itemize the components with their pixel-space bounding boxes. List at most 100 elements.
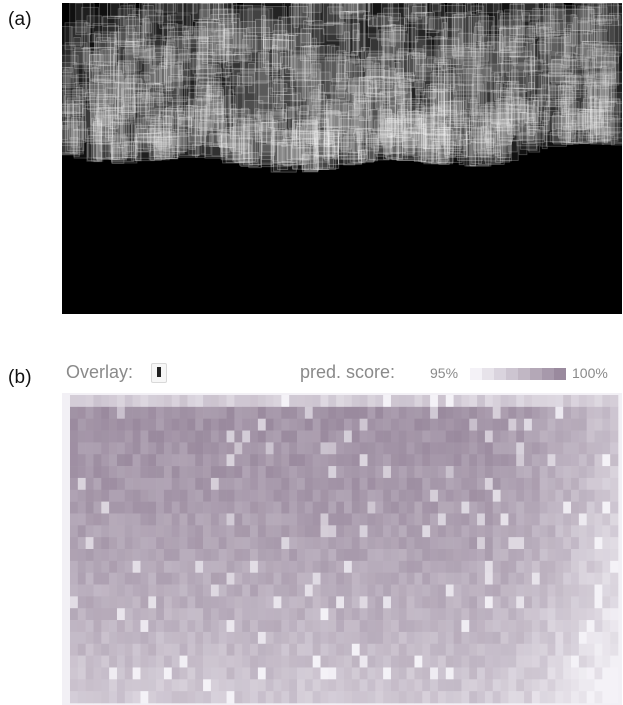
detection-box: [402, 131, 420, 141]
heatmap-cell: [218, 679, 227, 692]
detection-box: [457, 32, 474, 86]
heatmap-cell: [359, 631, 368, 645]
heatmap-cell: [179, 477, 188, 491]
heatmap-cell: [85, 406, 94, 419]
detection-box: [579, 111, 589, 144]
detection-box: [482, 120, 510, 132]
heatmap-cell: [148, 560, 157, 573]
heatmap-cell: [218, 442, 227, 455]
detection-box: [209, 132, 229, 147]
detection-box: [125, 18, 145, 46]
heatmap-cell: [101, 406, 110, 419]
detection-box: [597, 15, 621, 57]
heatmap-cell: [304, 549, 313, 562]
heatmap-cell: [383, 466, 392, 479]
detection-box: [272, 130, 297, 146]
heatmap-cell: [383, 454, 392, 467]
heatmap-cell: [242, 525, 251, 538]
detection-box: [537, 88, 543, 113]
heatmap-cell: [203, 395, 212, 408]
heatmap-cell: [594, 513, 603, 526]
heatmap-cell: [312, 643, 321, 656]
detection-box: [402, 138, 415, 156]
detection-box: [139, 3, 164, 23]
detection-box: [410, 113, 421, 135]
heatmap-cell: [383, 655, 392, 668]
heatmap-cell: [297, 489, 306, 502]
heatmap-cell: [85, 572, 94, 585]
detection-box: [571, 119, 577, 133]
heatmap-cell: [602, 667, 611, 680]
detection-box: [72, 89, 86, 116]
heatmap-cell: [273, 596, 282, 609]
detection-box: [214, 72, 232, 115]
heatmap-cell: [563, 454, 572, 467]
heatmap-cell: [508, 489, 517, 502]
detection-box: [115, 73, 124, 100]
detection-box: [99, 122, 123, 152]
heatmap-cell: [320, 655, 329, 668]
heatmap-cell: [547, 430, 556, 443]
heatmap-cell: [555, 667, 564, 680]
heatmap-cell: [469, 489, 478, 502]
heatmap-cell: [367, 454, 376, 467]
heatmap-cell: [320, 537, 329, 550]
heatmap-cell: [257, 466, 267, 479]
heatmap-cell: [179, 679, 188, 692]
detection-box: [521, 113, 536, 145]
heatmap-cell: [524, 395, 533, 408]
heatmap-cell: [594, 679, 603, 692]
heatmap-cell: [226, 489, 235, 502]
heatmap-cell: [203, 631, 212, 645]
heatmap-cell: [93, 537, 102, 550]
heatmap-cell: [367, 679, 376, 692]
heatmap-cell: [281, 572, 290, 585]
heatmap-cell: [547, 667, 556, 680]
heatmap-cell: [531, 655, 541, 668]
heatmap-cell: [414, 454, 423, 467]
detection-box: [354, 95, 371, 109]
heatmap-cell: [344, 572, 353, 585]
detection-box: [414, 36, 432, 72]
heatmap-cell: [210, 596, 220, 609]
heatmap-cell: [250, 418, 259, 431]
detection-box: [223, 23, 235, 35]
heatmap-cell: [265, 418, 274, 431]
heatmap-cell: [218, 513, 227, 526]
heatmap-cell: [539, 572, 548, 585]
detection-box: [415, 11, 435, 30]
heatmap-cell: [257, 679, 267, 692]
heatmap-cell: [132, 596, 141, 609]
detection-box: [470, 141, 477, 167]
detection-box: [192, 3, 215, 22]
heatmap-cell: [124, 549, 133, 562]
heatmap-cell: [242, 442, 251, 455]
heatmap-cell: [531, 667, 541, 680]
detection-box: [310, 130, 330, 171]
overlay-toggle[interactable]: [151, 363, 167, 383]
detection-box: [605, 100, 615, 137]
detection-box: [487, 103, 512, 127]
heatmap-cell: [148, 489, 157, 502]
detection-box: [516, 10, 566, 36]
detection-box: [580, 17, 593, 62]
heatmap-cell: [492, 454, 501, 467]
heatmap-cell: [390, 643, 400, 656]
heatmap-cell: [563, 513, 572, 526]
heatmap-cell: [414, 513, 423, 526]
heatmap-cell: [336, 631, 345, 645]
heatmap-cell: [132, 560, 141, 573]
heatmap-cell: [383, 430, 392, 443]
detection-box: [124, 79, 143, 90]
heatmap-cell: [359, 477, 368, 491]
heatmap-cell: [109, 667, 118, 680]
heatmap-cell: [539, 466, 548, 479]
detection-box: [99, 3, 109, 41]
score-color-legend: [470, 368, 566, 380]
heatmap-cell: [171, 549, 180, 562]
detection-box: [157, 116, 170, 150]
heatmap-cell: [398, 620, 407, 633]
heatmap-cell: [539, 489, 548, 502]
heatmap-cell: [422, 584, 431, 597]
detection-box: [247, 63, 256, 94]
